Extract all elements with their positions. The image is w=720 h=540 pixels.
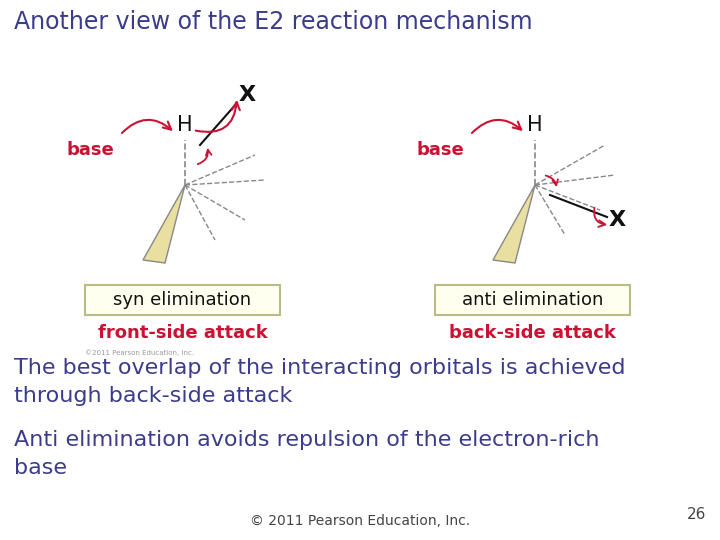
Text: Anti elimination avoids repulsion of the electron-rich
base: Anti elimination avoids repulsion of the… (14, 430, 600, 478)
Text: X: X (238, 85, 256, 105)
FancyArrowPatch shape (546, 176, 558, 185)
FancyArrowPatch shape (594, 208, 606, 227)
Text: © 2011 Pearson Education, Inc.: © 2011 Pearson Education, Inc. (250, 514, 470, 528)
FancyArrowPatch shape (122, 120, 171, 133)
Text: 26: 26 (687, 507, 706, 522)
Text: The best overlap of the interacting orbitals is achieved
through back-side attac: The best overlap of the interacting orbi… (14, 358, 626, 406)
FancyBboxPatch shape (85, 285, 280, 315)
Text: back-side attack: back-side attack (449, 324, 616, 342)
Text: anti elimination: anti elimination (462, 291, 603, 309)
FancyArrowPatch shape (196, 102, 240, 132)
Text: ©2011 Pearson Education, Inc.: ©2011 Pearson Education, Inc. (85, 350, 194, 356)
Text: H: H (527, 115, 543, 135)
Text: syn elimination: syn elimination (114, 291, 251, 309)
Text: front-side attack: front-side attack (98, 324, 267, 342)
Text: base: base (416, 141, 464, 159)
Polygon shape (143, 185, 185, 263)
Text: H: H (177, 115, 193, 135)
Text: Another view of the E2 reaction mechanism: Another view of the E2 reaction mechanis… (14, 10, 533, 34)
Text: base: base (66, 141, 114, 159)
FancyBboxPatch shape (435, 285, 630, 315)
Text: X: X (608, 210, 626, 230)
FancyArrowPatch shape (472, 120, 521, 133)
FancyArrowPatch shape (198, 150, 212, 164)
Polygon shape (493, 185, 535, 263)
